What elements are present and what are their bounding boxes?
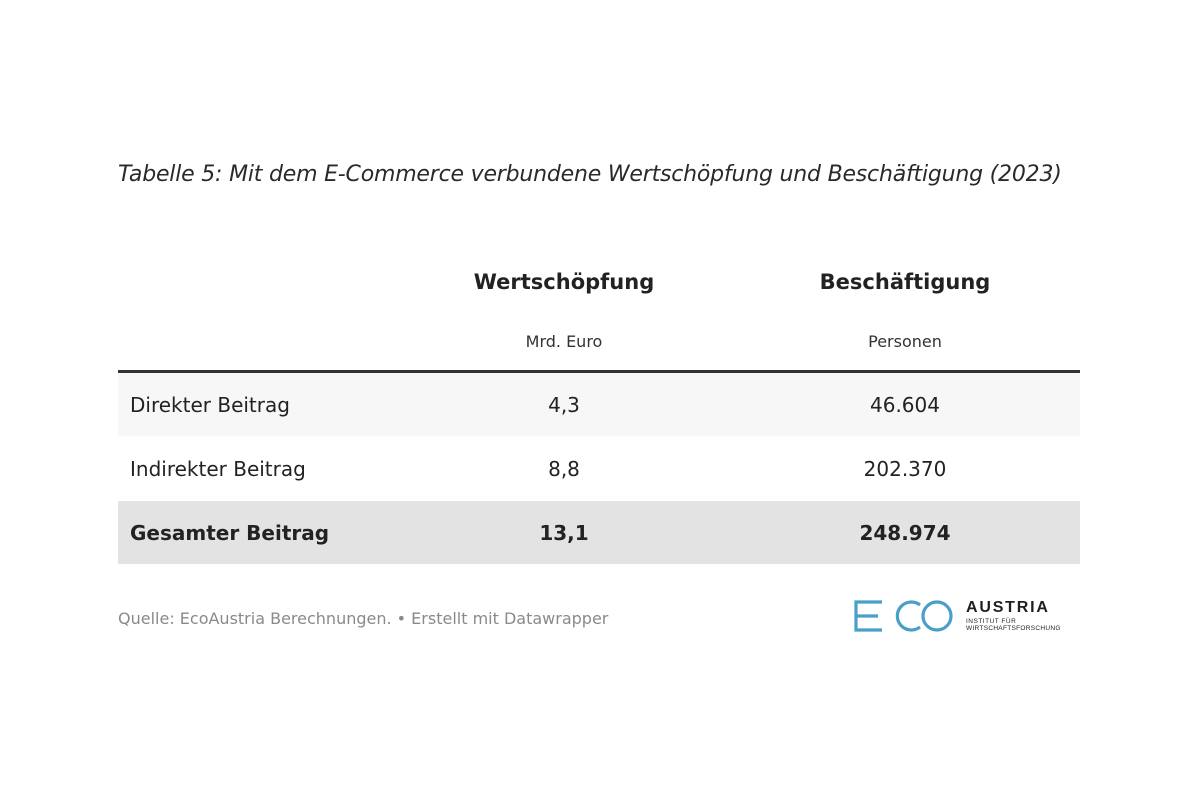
table-row: Indirekter Beitrag 8,8 202.370	[118, 437, 1080, 501]
cell-value: 4,3	[548, 393, 580, 417]
unit-beschaeftigung: Personen	[868, 332, 942, 351]
row-label: Indirekter Beitrag	[130, 457, 306, 481]
cell-value: 202.370	[863, 457, 947, 481]
cell-value: 46.604	[870, 393, 940, 417]
logo-tagline-2: WIRTSCHAFTSFORSCHUNG	[966, 625, 1061, 632]
header-divider	[118, 370, 1080, 373]
table-title: Tabelle 5: Mit dem E-Commerce verbundene…	[118, 162, 1062, 187]
logo-name: AUSTRIA	[966, 599, 1050, 616]
row-label: Gesamter Beitrag	[130, 521, 330, 545]
eco-austria-logo: AUSTRIA INSTITUT FÜR WIRTSCHAFTSFORSCHUN…	[854, 599, 1061, 632]
source-note: Quelle: EcoAustria Berechnungen. • Erste…	[118, 609, 609, 628]
column-header-beschaeftigung: Beschäftigung	[819, 270, 991, 294]
unit-wertschoepfung: Mrd. Euro	[525, 332, 603, 351]
row-label: Direkter Beitrag	[130, 393, 290, 417]
unit-row: Mrd. Euro Personen	[118, 306, 1080, 370]
column-header-wertschoepfung: Wertschöpfung	[473, 270, 655, 294]
cell-value: 248.974	[859, 521, 951, 545]
data-table: Wertschöpfung Beschäftigung Mrd. Euro Pe…	[118, 262, 1080, 565]
cell-value: 8,8	[548, 457, 580, 481]
cell-value: 13,1	[539, 521, 589, 545]
logo-tagline-1: INSTITUT FÜR	[966, 617, 1016, 625]
table-row-total: Gesamter Beitrag 13,1 248.974	[118, 501, 1080, 565]
header-row: Wertschöpfung Beschäftigung	[118, 262, 1080, 306]
table-row: Direkter Beitrag 4,3 46.604	[118, 373, 1080, 437]
